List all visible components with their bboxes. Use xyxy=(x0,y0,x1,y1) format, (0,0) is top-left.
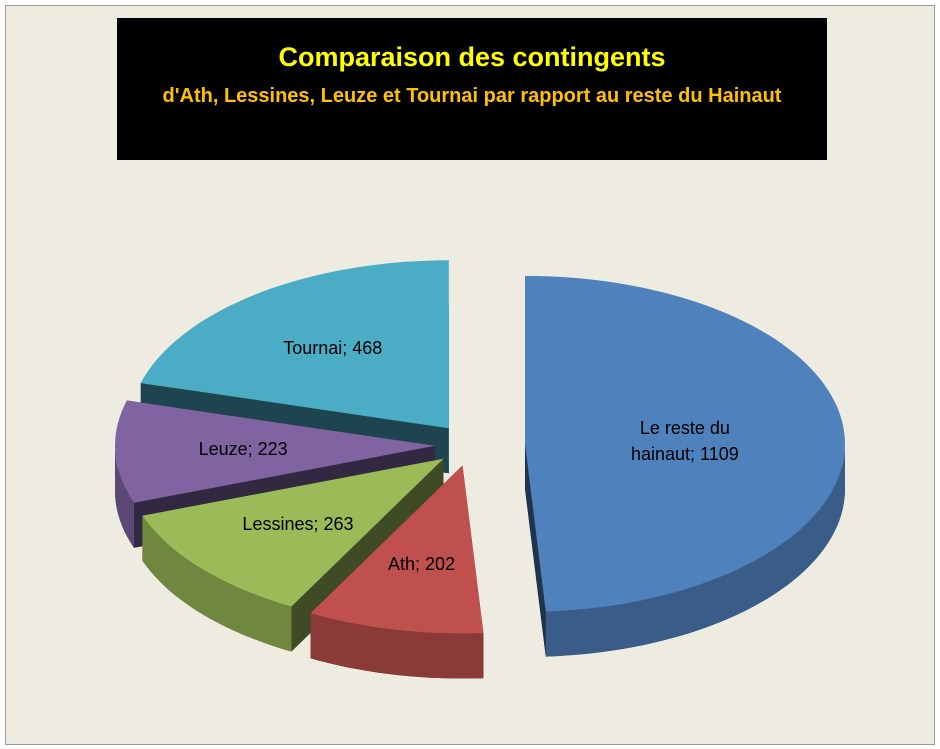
slice-wall xyxy=(142,515,292,652)
data-label: Lessines; 263 xyxy=(242,514,354,535)
chart-title: Comparaison des contingents xyxy=(278,42,666,72)
slice xyxy=(525,275,845,657)
data-label: Ath; 202 xyxy=(388,553,456,574)
slice xyxy=(310,465,484,679)
slice-top xyxy=(310,465,484,634)
chart-subtitle: d'Ath, Lessines, Leuze et Tournai par ra… xyxy=(162,85,782,107)
slice-top xyxy=(142,458,444,607)
data-label: Tournai; 468 xyxy=(283,337,383,358)
slice-top xyxy=(115,400,435,503)
slice-wall xyxy=(115,445,134,548)
slice-top xyxy=(140,260,449,429)
slice-top xyxy=(525,275,845,612)
slice-side xyxy=(525,443,546,657)
data-label: Leuze; 223 xyxy=(198,439,288,460)
slice-wall xyxy=(310,613,484,679)
slice xyxy=(142,458,444,652)
title-box: Comparaison des contingents d'Ath, Lessi… xyxy=(117,18,827,160)
data-label: Le reste du hainaut; 1109 xyxy=(630,418,739,465)
slice-wall xyxy=(545,443,845,657)
